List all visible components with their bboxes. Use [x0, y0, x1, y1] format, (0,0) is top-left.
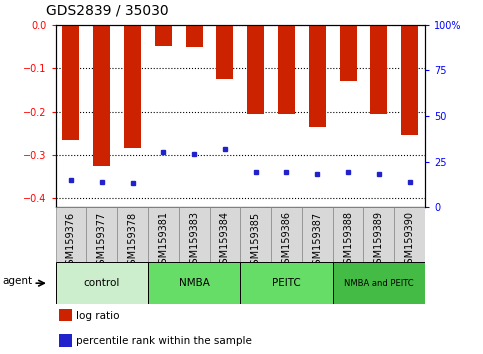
Bar — [216, 25, 233, 79]
Bar — [247, 25, 264, 114]
Bar — [401, 25, 418, 136]
Text: GSM159387: GSM159387 — [313, 211, 322, 270]
Bar — [148, 262, 241, 304]
Text: percentile rank within the sample: percentile rank within the sample — [76, 336, 252, 346]
Bar — [333, 262, 425, 304]
Bar — [278, 25, 295, 114]
Bar — [185, 25, 202, 47]
Bar — [62, 25, 79, 140]
Text: GSM159388: GSM159388 — [343, 211, 353, 270]
Text: PEITC: PEITC — [272, 278, 301, 288]
Bar — [59, 334, 72, 347]
Bar — [394, 207, 425, 262]
Bar — [241, 207, 271, 262]
Bar — [302, 207, 333, 262]
Text: GSM159383: GSM159383 — [189, 211, 199, 270]
Bar — [179, 207, 210, 262]
Text: GSM159389: GSM159389 — [374, 211, 384, 270]
Text: GSM159376: GSM159376 — [66, 211, 76, 270]
Bar — [364, 207, 394, 262]
Text: agent: agent — [3, 276, 33, 286]
Bar — [148, 207, 179, 262]
Bar — [271, 207, 302, 262]
Text: NMBA and PEITC: NMBA and PEITC — [344, 279, 413, 288]
Text: GSM159390: GSM159390 — [405, 211, 414, 270]
Bar — [93, 25, 110, 166]
Bar — [124, 25, 141, 148]
Bar — [117, 207, 148, 262]
Bar — [86, 207, 117, 262]
Text: GSM159385: GSM159385 — [251, 211, 261, 270]
Bar — [210, 207, 240, 262]
Bar — [241, 262, 333, 304]
Bar — [56, 262, 148, 304]
Text: log ratio: log ratio — [76, 311, 119, 321]
Text: GSM159386: GSM159386 — [282, 211, 291, 270]
Bar — [59, 309, 72, 321]
Text: GSM159384: GSM159384 — [220, 211, 230, 270]
Text: control: control — [84, 278, 120, 288]
Bar — [56, 207, 86, 262]
Bar — [333, 207, 364, 262]
Text: GSM159377: GSM159377 — [97, 211, 107, 271]
Bar — [155, 25, 172, 46]
Text: GDS2839 / 35030: GDS2839 / 35030 — [46, 4, 169, 18]
Bar — [370, 25, 387, 114]
Bar — [309, 25, 326, 127]
Bar — [340, 25, 356, 81]
Text: GSM159381: GSM159381 — [158, 211, 168, 270]
Text: GSM159378: GSM159378 — [128, 211, 138, 270]
Text: NMBA: NMBA — [179, 278, 210, 288]
